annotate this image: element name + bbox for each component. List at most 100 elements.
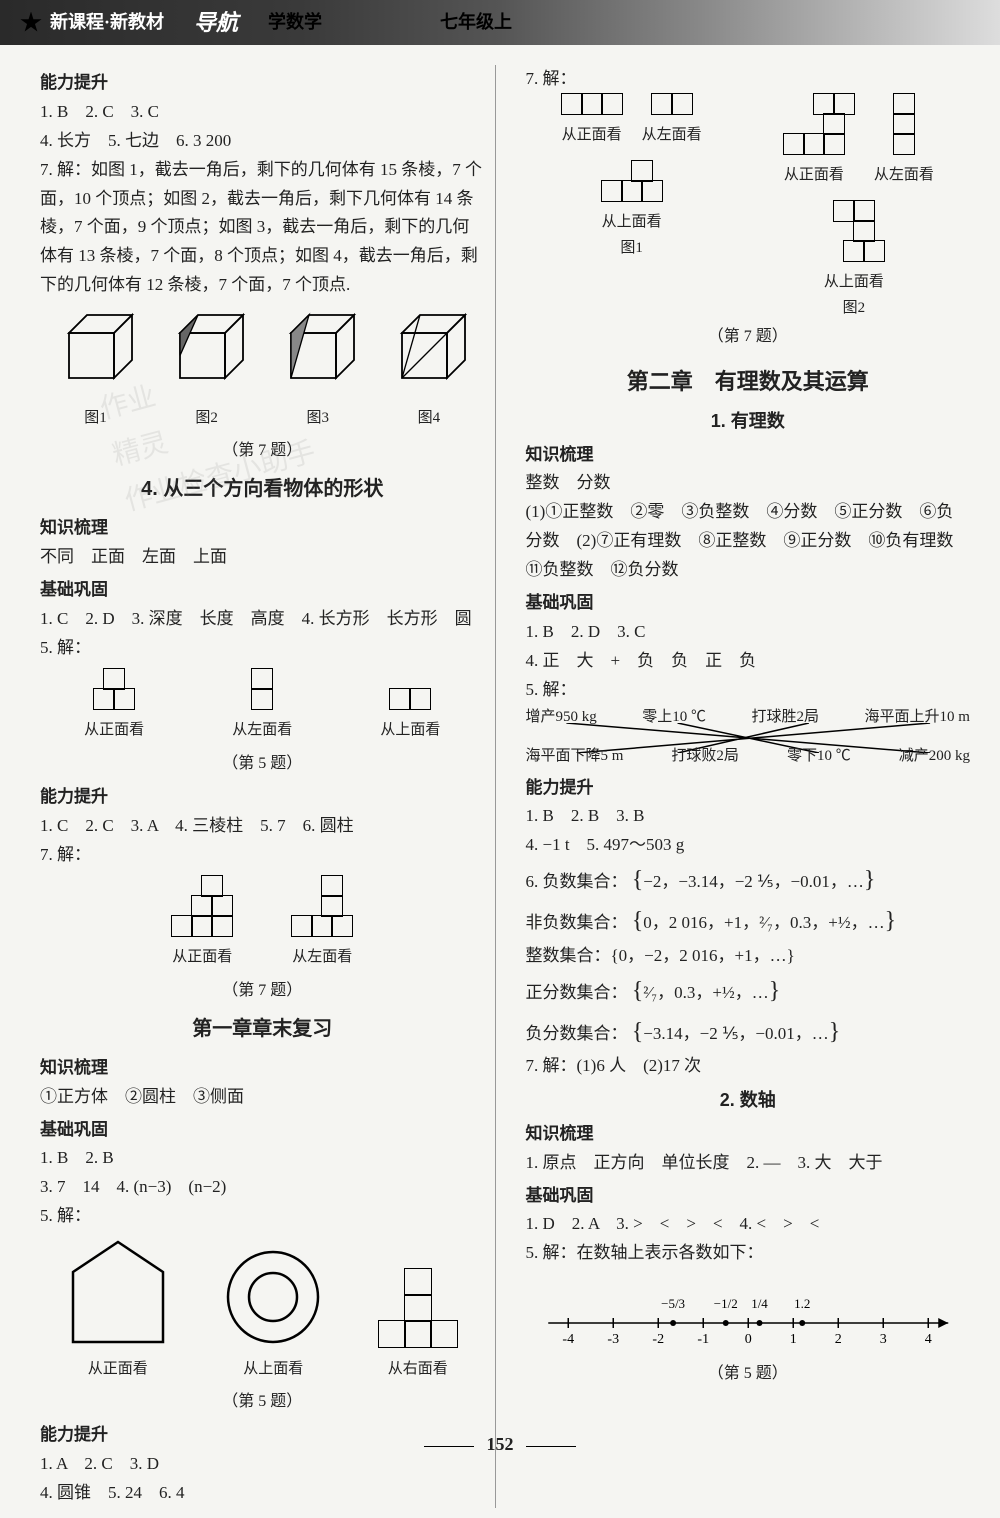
fig-label: 图3 [273, 406, 363, 432]
fig-label: 图1 [562, 236, 702, 262]
svg-text:-4: -4 [562, 1332, 574, 1347]
figure-caption: （第 7 题） [40, 437, 485, 464]
svg-text:-2: -2 [652, 1332, 664, 1347]
section-heading: 基础巩固 [526, 1182, 971, 1211]
star-icon [20, 12, 42, 34]
banner-script: 导航 [194, 4, 238, 41]
fig-label: 图2 [774, 296, 934, 322]
section-heading: 基础巩固 [40, 576, 485, 605]
matching-diagram: 增产950 kg 零上10 ℃ 打球胜2局 海平面上升10 m 海平面下降5 m… [526, 705, 971, 770]
svg-text:3: 3 [879, 1332, 886, 1347]
answer-line: 不同 正面 左面 上面 [40, 543, 485, 572]
fig-label: 图2 [162, 406, 252, 432]
cube-figures: 图1 图2 图3 [40, 306, 485, 431]
section-heading: 能力提升 [40, 783, 485, 812]
set-line: 6. 负数集合： {−2，−3.14，−2 ⅕，−0.01，…} [526, 860, 971, 901]
view-label: 从上面看 [380, 718, 440, 744]
solution-text: 7. 解：如图 1，截去一角后，剩下的几何体有 15 条棱，7 个面，10 个顶… [40, 156, 485, 300]
set-line: 非负数集合： {0，2 016，+1，²⁄₇，0.3，+½，…} [526, 901, 971, 942]
answer-line: 1. C 2. C 3. A 4. 三棱柱 5. 7 6. 圆柱 [40, 812, 485, 841]
donut-shape [223, 1247, 323, 1347]
answer-line: 1. B 2. C 3. C [40, 98, 485, 127]
number-line: -4 -3 -2 -1 0 1 2 3 4 −5/3 −1/2 1/4 1.2 [526, 1268, 971, 1348]
answer-line: 整数 分数 [526, 469, 971, 498]
section-2-heading: 2. 数轴 [526, 1085, 971, 1116]
figure-caption: （第 7 题） [526, 323, 971, 350]
pentagon-shape [68, 1237, 168, 1347]
section-4-heading: 4. 从三个方向看物体的形状 [40, 472, 485, 506]
svg-text:1/4: 1/4 [751, 1296, 768, 1311]
view-label: 从左面看 [292, 945, 352, 971]
page-body: 能力提升 1. B 2. C 3. C 4. 长方 5. 七边 6. 3 200… [0, 45, 1000, 1518]
cube-2 [162, 306, 252, 396]
answer-line: 3. 7 14 4. (n−3) (n−2) [40, 1173, 485, 1202]
figure-caption: （第 7 题） [40, 977, 485, 1004]
view-label: 从上面看 [223, 1357, 323, 1383]
match-item: 海平面下降5 m [526, 744, 624, 770]
answer-line: 4. 圆锥 5. 24 6. 4 [40, 1479, 485, 1508]
answer-line: 1. B 2. B 3. B [526, 802, 971, 831]
answer-line: (1)①正整数 ②零 ③负整数 ④分数 ⑤正分数 ⑥负分数 (2)⑦正有理数 ⑧… [526, 498, 971, 585]
svg-text:−1/2: −1/2 [713, 1296, 737, 1311]
view-label: 从右面看 [379, 1357, 457, 1383]
answer-line: 1. C 2. D 3. 深度 长度 高度 4. 长方形 长方形 圆 [40, 605, 485, 634]
section-heading: 知识梳理 [40, 514, 485, 543]
answer-line: 1. B 2. B [40, 1144, 485, 1173]
left-column: 能力提升 1. B 2. C 3. C 4. 长方 5. 七边 6. 3 200… [40, 65, 496, 1508]
q7-figure-block: 从正面看 从左面看 从上面看 图1 [526, 94, 971, 322]
chapter-1-review: 第一章章末复习 [40, 1012, 485, 1046]
answer-line: 5. 解： [526, 676, 971, 705]
view-label: 从上面看 [774, 270, 934, 296]
svg-text:2: 2 [834, 1332, 841, 1347]
view-figures-3: 从正面看 从上面看 从右面看 [40, 1237, 485, 1382]
svg-text:0: 0 [744, 1332, 751, 1347]
set-line: 正分数集合： {²⁄₇，0.3，+½，…} [526, 971, 971, 1012]
header-banner: 新课程·新教材 导航 学数学 七年级上 [0, 0, 1000, 45]
answer-line: 5. 解： [40, 634, 485, 663]
section-heading: 能力提升 [526, 774, 971, 803]
view-label: 从左面看 [874, 163, 934, 189]
view-label: 从正面看 [68, 1357, 168, 1383]
answer-line: 7. 解： [526, 65, 971, 94]
svg-text:−5/3: −5/3 [661, 1296, 685, 1311]
section-heading: 知识梳理 [526, 441, 971, 470]
match-item: 减产200 kg [899, 744, 970, 770]
cube-4 [384, 306, 474, 396]
chapter-2-heading: 第二章 有理数及其运算 [526, 363, 971, 400]
svg-text:-3: -3 [607, 1332, 619, 1347]
view-figures-1: 从正面看 从左面看 从上面看 [40, 669, 485, 744]
section-heading: 能力提升 [40, 69, 485, 98]
section-heading: 知识梳理 [40, 1054, 485, 1083]
svg-text:1: 1 [789, 1332, 796, 1347]
svg-text:1.2: 1.2 [794, 1296, 810, 1311]
banner-title-left: 新课程·新教材 [50, 7, 164, 38]
section-1-heading: 1. 有理数 [526, 406, 971, 437]
set-line: 整数集合：{0，−2，2 016，+1，…} [526, 942, 971, 971]
set-line: 负分数集合： {−3.14，−2 ⅕，−0.01，…} [526, 1012, 971, 1053]
cube-1 [51, 306, 141, 396]
view-label: 从正面看 [172, 945, 232, 971]
answer-line: 7. 解：(1)6 人 (2)17 次 [526, 1052, 971, 1081]
view-label: 从正面看 [562, 123, 622, 149]
banner-grade: 七年级上 [440, 7, 512, 38]
match-item: 零下10 ℃ [787, 744, 851, 770]
answer-line: 4. 长方 5. 七边 6. 3 200 [40, 127, 485, 156]
svg-text:4: 4 [924, 1332, 931, 1347]
answer-line: 1. D 2. A 3. > < > < 4. < > < [526, 1210, 971, 1239]
svg-text:-1: -1 [697, 1332, 709, 1347]
view-label: 从左面看 [232, 718, 292, 744]
cube-3 [273, 306, 363, 396]
right-column: 7. 解： 从正面看 从左面看 [516, 65, 971, 1508]
fig-label: 图1 [51, 406, 141, 432]
answer-line: 1. B 2. D 3. C [526, 618, 971, 647]
answer-line: 4. 正 大 + 负 负 正 负 [526, 647, 971, 676]
answer-line: 1. 原点 正方向 单位长度 2. — 3. 大 大于 [526, 1149, 971, 1178]
answer-line: 5. 解：在数轴上表示各数如下： [526, 1239, 971, 1268]
fig-label: 图4 [384, 406, 474, 432]
section-heading: 基础巩固 [526, 589, 971, 618]
answer-line: 7. 解： [40, 841, 485, 870]
banner-subject: 学数学 [268, 7, 322, 38]
view-label: 从左面看 [642, 123, 702, 149]
answer-line: 5. 解： [40, 1202, 485, 1231]
view-label: 从正面看 [774, 163, 854, 189]
